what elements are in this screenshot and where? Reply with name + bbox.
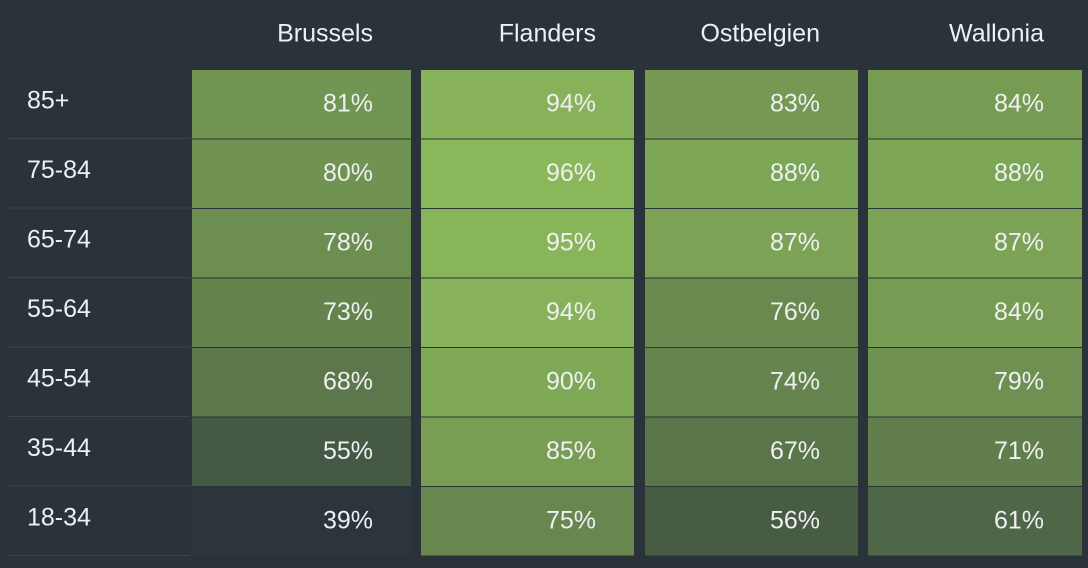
cell-label: 84% bbox=[994, 298, 1044, 326]
heat-cell bbox=[421, 139, 634, 208]
cell-label: 87% bbox=[770, 228, 820, 256]
cell-label: 78% bbox=[323, 228, 373, 256]
cell-label: 55% bbox=[323, 437, 373, 465]
heat-cell bbox=[421, 70, 634, 139]
cell-label: 81% bbox=[323, 89, 373, 117]
cell-label: 61% bbox=[994, 506, 1044, 534]
heat-cell bbox=[192, 139, 411, 208]
heat-cell bbox=[868, 348, 1082, 417]
heat-cell bbox=[868, 70, 1082, 139]
heat-cell bbox=[192, 417, 411, 486]
heat-cell bbox=[421, 417, 634, 486]
row-label: 45-54 bbox=[27, 364, 91, 392]
cell-label: 95% bbox=[546, 228, 596, 256]
row-label: 55-64 bbox=[27, 295, 91, 323]
cell-label: 56% bbox=[770, 506, 820, 534]
row-label: 18-34 bbox=[27, 503, 91, 531]
cell-label: 71% bbox=[994, 437, 1044, 465]
cell-label: 75% bbox=[546, 506, 596, 534]
cell-label: 88% bbox=[994, 159, 1044, 187]
cell-label: 85% bbox=[546, 437, 596, 465]
heat-cell bbox=[421, 278, 634, 347]
heat-cell bbox=[421, 348, 634, 417]
row-label: 75-84 bbox=[27, 156, 91, 184]
cell-label: 96% bbox=[546, 159, 596, 187]
heat-cell bbox=[645, 139, 858, 208]
heat-cell bbox=[645, 209, 858, 278]
cell-label: 94% bbox=[546, 298, 596, 326]
cell-label: 76% bbox=[770, 298, 820, 326]
heat-cell bbox=[192, 278, 411, 347]
heat-cell bbox=[421, 487, 634, 556]
heat-cell bbox=[192, 209, 411, 278]
row-label: 85+ bbox=[27, 86, 69, 114]
column-header: Ostbelgien bbox=[700, 20, 820, 48]
cell-label: 39% bbox=[323, 506, 373, 534]
heat-cell bbox=[421, 209, 634, 278]
cell-label: 80% bbox=[323, 159, 373, 187]
cell-label: 67% bbox=[770, 437, 820, 465]
cell-label: 87% bbox=[994, 228, 1044, 256]
cell-label: 79% bbox=[994, 367, 1044, 395]
heat-cell bbox=[868, 139, 1082, 208]
heat-cell bbox=[645, 278, 858, 347]
cell-label: 84% bbox=[994, 89, 1044, 117]
heat-cell bbox=[645, 417, 858, 486]
cell-label: 68% bbox=[323, 367, 373, 395]
heat-cell bbox=[868, 417, 1082, 486]
cell-label: 83% bbox=[770, 89, 820, 117]
cell-label: 74% bbox=[770, 367, 820, 395]
cell-label: 90% bbox=[546, 367, 596, 395]
cell-label: 73% bbox=[323, 298, 373, 326]
column-header: Wallonia bbox=[949, 20, 1044, 48]
column-header: Brussels bbox=[277, 20, 373, 48]
heat-cell bbox=[868, 209, 1082, 278]
cell-label: 88% bbox=[770, 159, 820, 187]
heat-cell bbox=[192, 70, 411, 139]
heat-cell bbox=[192, 348, 411, 417]
cell-label: 94% bbox=[546, 89, 596, 117]
heat-cell bbox=[645, 70, 858, 139]
row-label: 35-44 bbox=[27, 434, 91, 462]
row-label: 65-74 bbox=[27, 225, 91, 253]
heat-cell bbox=[645, 487, 858, 556]
heat-cell bbox=[868, 487, 1082, 556]
heat-cell bbox=[868, 278, 1082, 347]
column-header: Flanders bbox=[499, 20, 596, 48]
heat-cell bbox=[192, 487, 411, 556]
heat-cell bbox=[645, 348, 858, 417]
